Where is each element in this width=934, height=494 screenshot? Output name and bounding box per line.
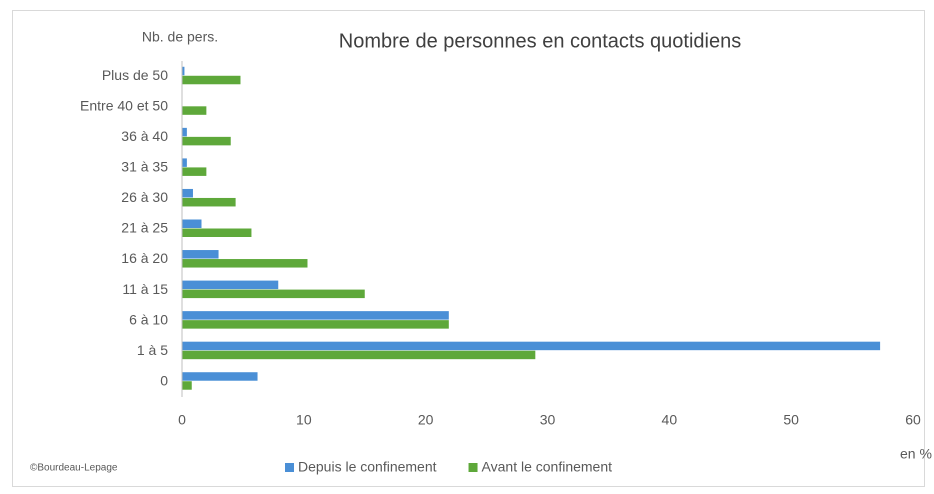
chart-frame — [12, 10, 925, 487]
bar — [182, 372, 258, 381]
bar — [182, 158, 187, 167]
y-tick-label: Plus de 50 — [102, 67, 168, 83]
bar — [182, 188, 193, 198]
bar — [182, 289, 365, 299]
y-tick-label: 11 à 15 — [122, 281, 168, 297]
x-tick-label: 40 — [662, 412, 678, 428]
y-tick-label: Entre 40 et 50 — [80, 98, 168, 114]
x-tick-label: 60 — [905, 412, 921, 428]
y-tick-label: 36 à 40 — [121, 128, 168, 144]
bar — [182, 228, 252, 237]
chart-title: Nombre de personnes en contacts quotidie… — [339, 30, 741, 52]
bar — [182, 311, 449, 320]
y-tick-label: 16 à 20 — [121, 250, 168, 266]
x-tick-label: 20 — [418, 412, 434, 428]
x-tick-label: 50 — [783, 412, 799, 428]
bar — [182, 106, 207, 115]
bar — [182, 136, 231, 146]
x-axis-label: en % — [900, 446, 932, 462]
bar — [182, 250, 219, 259]
bar — [182, 75, 241, 85]
bar — [182, 219, 202, 228]
y-tick-label: 1 à 5 — [137, 342, 168, 358]
bar — [182, 341, 881, 351]
bar — [182, 197, 236, 207]
x-tick-label: 30 — [540, 412, 556, 428]
y-axis-label: Nb. de pers. — [142, 29, 218, 45]
bar — [182, 381, 192, 390]
x-tick-label: 0 — [178, 412, 186, 428]
y-tick-label: 31 à 35 — [121, 159, 168, 175]
legend-label: Depuis le confinement — [298, 459, 437, 475]
bar — [182, 127, 187, 137]
x-tick-label: 10 — [296, 412, 312, 428]
bar — [182, 280, 279, 290]
bar — [182, 167, 207, 176]
y-tick-label: 6 à 10 — [129, 311, 168, 327]
bar — [182, 259, 308, 268]
bar — [182, 350, 536, 360]
legend-swatch — [285, 463, 294, 472]
annotation: ©Bourdeau-Lepage — [30, 463, 118, 474]
y-tick-label: 26 à 30 — [121, 189, 168, 205]
bar — [182, 66, 185, 76]
y-tick-label: 21 à 25 — [121, 220, 168, 236]
y-tick-label: 0 — [160, 372, 168, 388]
legend-swatch — [468, 463, 478, 472]
bar — [182, 320, 449, 329]
legend-label: Avant le confinement — [482, 459, 613, 475]
